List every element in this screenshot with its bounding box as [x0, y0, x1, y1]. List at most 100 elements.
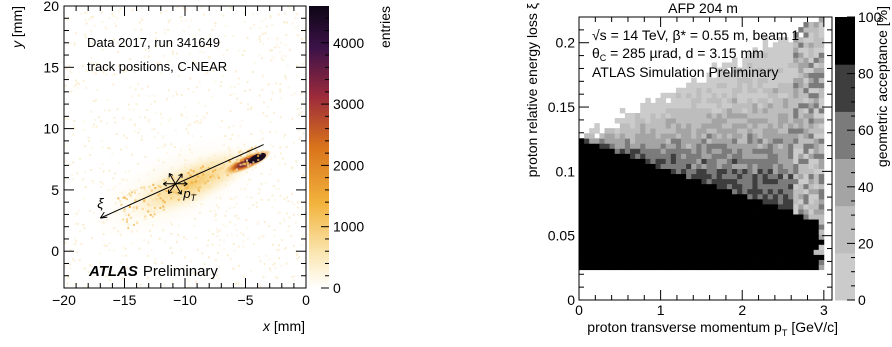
acceptance-cell — [656, 260, 662, 265]
acceptance-cell — [625, 199, 631, 204]
acceptance-cell — [819, 57, 825, 62]
y-tick-label: 10 — [43, 121, 59, 137]
acceptance-cell — [758, 118, 764, 123]
noise-pixel — [272, 244, 274, 246]
acceptance-cell — [793, 133, 799, 138]
acceptance-cell — [717, 204, 723, 209]
noise-pixel — [278, 212, 280, 214]
acceptance-cell — [737, 234, 743, 239]
noise-pixel — [270, 98, 272, 100]
acceptance-cell — [763, 169, 769, 174]
acceptance-cell — [681, 229, 687, 234]
acceptance-cell — [707, 244, 713, 249]
noise-pixel — [233, 243, 235, 245]
noise-pixel — [219, 230, 221, 232]
noise-pixel — [227, 254, 229, 256]
colorbar-band — [835, 159, 855, 207]
acceptance-cell — [691, 229, 697, 234]
noise-pixel — [68, 65, 70, 67]
acceptance-cell — [625, 244, 631, 249]
acceptance-cell — [691, 128, 697, 133]
acceptance-cell — [666, 219, 672, 224]
acceptance-cell — [645, 224, 651, 229]
acceptance-cell — [778, 199, 784, 204]
acceptance-cell — [589, 229, 595, 234]
noise-pixel — [138, 128, 140, 130]
acceptance-cell — [742, 88, 748, 93]
acceptance-cell — [809, 265, 815, 270]
noise-pixel — [284, 198, 286, 200]
density-pixel — [135, 189, 137, 191]
acceptance-cell — [778, 179, 784, 184]
noise-pixel — [263, 101, 265, 103]
acceptance-cell — [650, 164, 656, 169]
noise-pixel — [102, 146, 104, 148]
acceptance-cell — [696, 204, 702, 209]
acceptance-cell — [727, 143, 733, 148]
acceptance-cell — [732, 133, 738, 138]
acceptance-cell — [742, 255, 748, 260]
atlas-preliminary: ATLAS Preliminary — [88, 263, 218, 280]
acceptance-cell — [707, 113, 713, 118]
noise-pixel — [257, 223, 259, 225]
acceptance-cell — [666, 194, 672, 199]
acceptance-cell — [656, 189, 662, 194]
acceptance-cell — [783, 93, 789, 98]
acceptance-cell — [635, 169, 641, 174]
acceptance-cell — [645, 118, 651, 123]
acceptance-cell — [696, 244, 702, 249]
right-annotation-1: √s = 14 TeV, β* = 0.55 m, beam 1 — [592, 27, 799, 43]
acceptance-cell — [742, 224, 748, 229]
acceptance-cell — [722, 108, 728, 113]
acceptance-cell — [778, 239, 784, 244]
acceptance-cell — [686, 98, 692, 103]
noise-pixel — [293, 203, 295, 205]
noise-pixel — [170, 233, 172, 235]
noise-pixel — [131, 154, 133, 156]
noise-pixel — [267, 38, 269, 40]
acceptance-cell — [722, 179, 728, 184]
acceptance-cell — [681, 123, 687, 128]
noise-pixel — [111, 13, 113, 15]
acceptance-cell — [696, 113, 702, 118]
density-pixel — [229, 175, 231, 177]
noise-pixel — [286, 22, 288, 24]
acceptance-cell — [803, 229, 809, 234]
acceptance-cell — [742, 143, 748, 148]
acceptance-cell — [686, 204, 692, 209]
acceptance-cell — [610, 143, 616, 148]
acceptance-cell — [620, 169, 626, 174]
acceptance-cell — [773, 148, 779, 153]
acceptance-cell — [605, 194, 611, 199]
acceptance-cell — [758, 98, 764, 103]
acceptance-cell — [650, 143, 656, 148]
acceptance-cell — [712, 98, 718, 103]
noise-pixel — [170, 143, 172, 145]
density-pixel — [123, 210, 125, 212]
acceptance-cell — [645, 148, 651, 153]
acceptance-cell — [793, 244, 799, 249]
acceptance-cell — [610, 169, 616, 174]
acceptance-cell — [778, 244, 784, 249]
acceptance-cell — [758, 93, 764, 98]
acceptance-cell — [605, 164, 611, 169]
acceptance-cell — [763, 219, 769, 224]
acceptance-cell — [722, 219, 728, 224]
noise-pixel — [207, 244, 209, 246]
acceptance-cell — [809, 204, 815, 209]
acceptance-cell — [788, 189, 794, 194]
acceptance-cell — [768, 118, 774, 123]
acceptance-cell — [625, 214, 631, 219]
acceptance-cell — [630, 138, 636, 143]
acceptance-cell — [620, 108, 626, 113]
acceptance-cell — [671, 128, 677, 133]
acceptance-cell — [661, 234, 667, 239]
noise-pixel — [195, 281, 197, 283]
acceptance-cell — [798, 209, 804, 214]
density-pixel — [135, 199, 137, 201]
acceptance-cell — [768, 184, 774, 189]
acceptance-cell — [819, 98, 825, 103]
noise-pixel — [286, 212, 288, 214]
acceptance-cell — [814, 138, 820, 143]
acceptance-cell — [676, 219, 682, 224]
